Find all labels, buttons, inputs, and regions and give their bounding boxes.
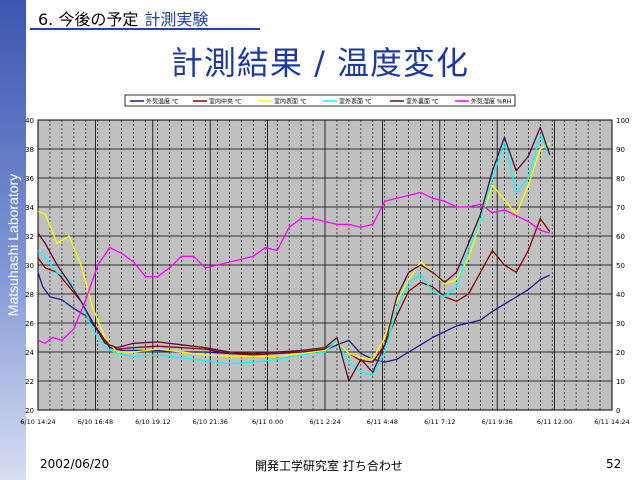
y-left-tick-label: 34: [25, 204, 34, 212]
x-tick-label: 6/11 7:12: [424, 418, 455, 426]
chart-legend: 外気温度 ℃ 室内中央 ℃ 室内表面 ℃ 室外表面 ℃ 室外裏面 ℃ 外気湿度 %RH: [124, 94, 516, 107]
x-tick-label: 6/11 12:00: [537, 418, 572, 426]
y-right-tick-label: 80: [616, 175, 625, 183]
y-left-tick-label: 26: [25, 320, 34, 328]
y-left-tick-label: 20: [25, 407, 34, 415]
legend-entry: 室外裏面 ℃: [406, 98, 439, 106]
x-tick-label: 6/11 9:36: [482, 418, 513, 426]
x-tick-label: 6/10 19:12: [135, 418, 170, 426]
section-topic: 計測実験: [144, 10, 209, 29]
y-left-tick-label: 36: [25, 175, 34, 183]
x-tick-label: 6/11 4:48: [367, 418, 398, 426]
footer-meeting: 開発工学研究室 打ち合わせ: [255, 459, 403, 473]
x-tick-label: 6/11 14:24: [594, 418, 629, 426]
y-right-tick-label: 40: [616, 291, 625, 299]
legend-frame: [124, 94, 516, 107]
y-left-tick-label: 40: [25, 117, 34, 125]
y-right-tick-label: 70: [616, 204, 625, 212]
series-layer: [37, 126, 551, 382]
y-right-tick-label: 50: [616, 262, 625, 270]
y-right-tick-label: 20: [616, 349, 625, 357]
y-left-tick-label: 22: [25, 378, 34, 386]
y-left-tick-label: 30: [25, 262, 34, 270]
series-line: [37, 191, 550, 344]
y-right-tick-label: 100: [616, 117, 629, 125]
x-tick-label: 6/10 14:24: [20, 418, 55, 426]
y-right-tick-label: 60: [616, 233, 625, 241]
y-right-tick-label: 30: [616, 320, 625, 328]
axis-labels: 20 22 24 26 28 30 32 34 36 38 40 0 10 20 30 40 50 60 70 80 9…: [20, 117, 629, 426]
y-left-tick-label: 24: [25, 349, 34, 357]
y-right-tick-label: 10: [616, 378, 625, 386]
x-tick-label: 6/11 2:24: [309, 418, 340, 426]
slide-title: 計測結果 / 温度変化: [170, 44, 470, 82]
legend-entry: 室外表面 ℃: [339, 98, 372, 106]
legend-entry: 外気温度 ℃: [146, 98, 179, 106]
y-left-tick-label: 38: [25, 146, 34, 154]
y-left-tick-label: 32: [25, 233, 34, 241]
x-tick-label: 6/10 16:48: [78, 418, 113, 426]
header-rule: [30, 28, 260, 30]
legend-entry: 室内表面 ℃: [274, 98, 307, 106]
footer-date: 2002/06/20: [40, 457, 110, 471]
legend-entry: 室内中央 ℃: [209, 98, 242, 106]
section-header: 6. 今後の予定 計測実験: [38, 6, 208, 30]
x-tick-label: 6/10 21:36: [192, 418, 227, 426]
section-number-label: 6. 今後の予定: [38, 10, 139, 29]
y-right-tick-label: 0: [616, 407, 620, 415]
legend-entry: 外気湿度 %RH: [471, 98, 511, 106]
footer-page-number: 52: [606, 457, 622, 471]
sidebar-band: Matsuhashi Laboratory: [0, 0, 26, 480]
x-tick-label: 6/11 0:00: [252, 418, 283, 426]
grid-lines: [38, 120, 612, 410]
y-left-tick-label: 28: [25, 291, 34, 299]
series-line: [37, 133, 551, 376]
series-line: [37, 126, 551, 382]
y-right-tick-label: 90: [616, 146, 625, 154]
